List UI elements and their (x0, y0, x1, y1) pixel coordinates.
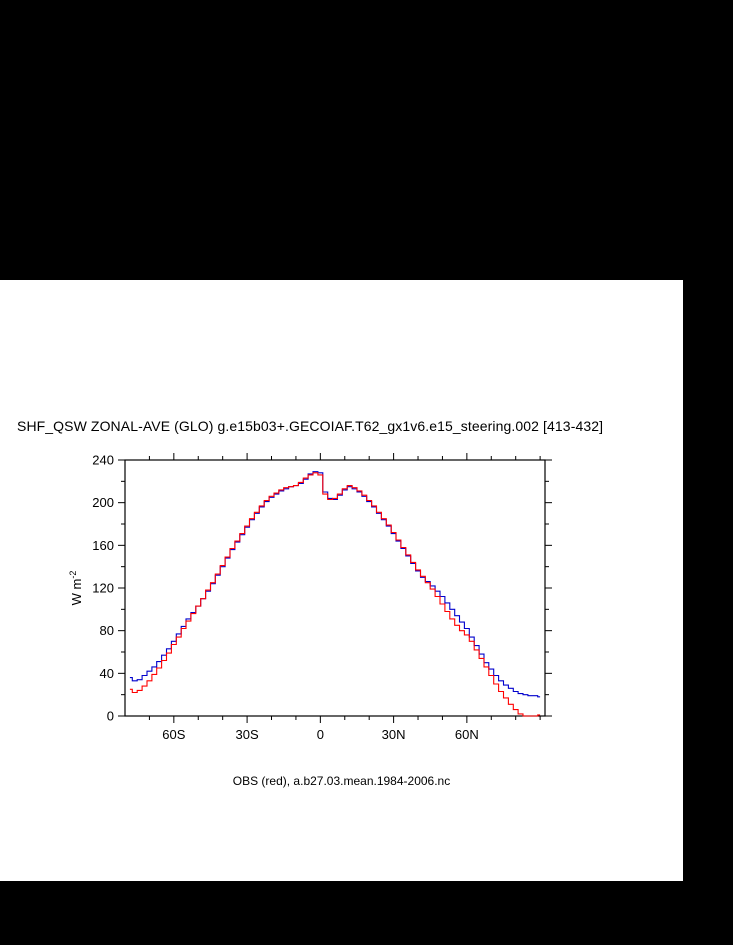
y-tick-label: 200 (92, 495, 114, 510)
x-tick-label: 0 (317, 727, 324, 742)
plot-frame (124, 459, 546, 717)
series-line-obs (129, 472, 541, 717)
x-tick-label: 60N (455, 727, 479, 742)
y-tick-label: 240 (92, 453, 114, 468)
y-axis-label-base: W m (69, 578, 85, 606)
y-tick-label: 40 (100, 666, 114, 681)
x-tick-label: 30N (382, 727, 406, 742)
series-line-model (129, 471, 541, 698)
y-axis-label: W m-2 (68, 571, 84, 606)
plot-page: SHF_QSW ZONAL-AVE (GLO) g.e15b03+.GECOIA… (0, 280, 683, 881)
y-tick-label: 80 (100, 623, 114, 638)
y-axis-label-exponent: -2 (67, 570, 78, 579)
chart-title: SHF_QSW ZONAL-AVE (GLO) g.e15b03+.GECOIA… (17, 418, 604, 434)
chart-caption: OBS (red), a.b27.03.mean.1984-2006.nc (232, 774, 451, 788)
x-tick-label: 30S (236, 727, 259, 742)
y-tick-label: 120 (92, 581, 114, 596)
y-tick-label: 0 (107, 709, 114, 724)
plot-area: 60S 30S 0 30N 60N 0 40 80 120 160 200 240 (92, 453, 552, 742)
y-tick-label: 160 (92, 538, 114, 553)
x-tick-label: 60S (162, 727, 185, 742)
